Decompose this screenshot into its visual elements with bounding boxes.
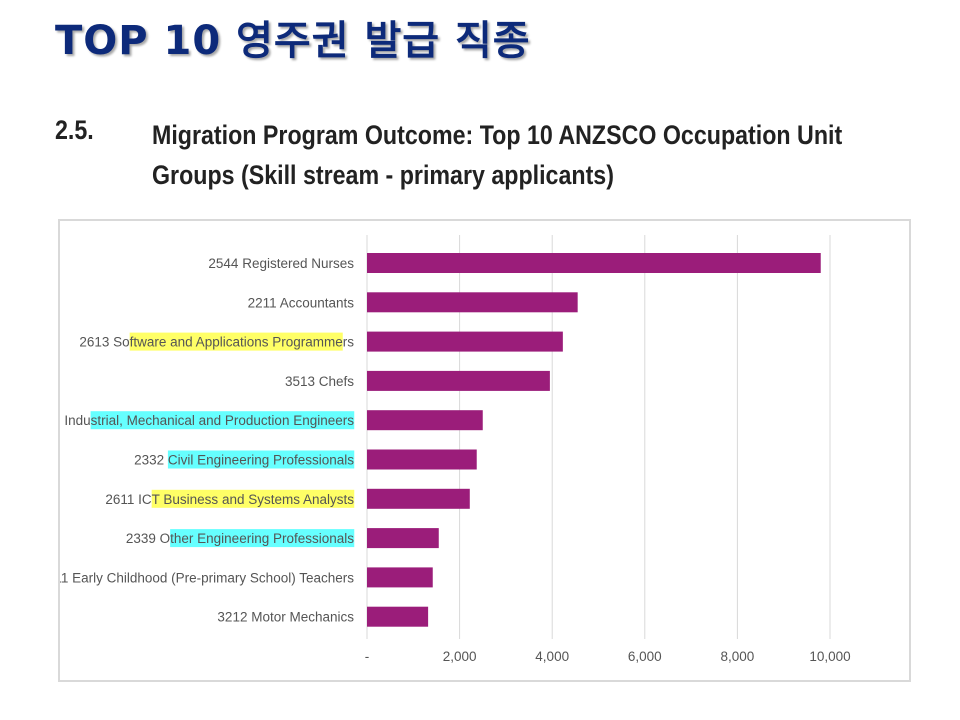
- category-label: 2332 Civil Engineering Professionals: [134, 453, 354, 468]
- category-label-part: 2335 Indu: [60, 413, 91, 428]
- category-label: 2335 Industrial, Mechanical and Producti…: [60, 413, 354, 428]
- label-highlight: [167, 450, 355, 469]
- category-label-highlighted: strial, Mechanical and Production Engine…: [91, 413, 355, 428]
- category-label: 2613 Software and Applications Programme…: [79, 335, 354, 350]
- category-label-highlighted: ftware and Applications Programme: [130, 335, 343, 350]
- category-label-part: 2613 So: [79, 335, 129, 350]
- label-highlight: [90, 411, 355, 430]
- bar: [367, 253, 821, 273]
- category-label-part: 2339 O: [126, 531, 170, 546]
- bar: [367, 567, 433, 588]
- category-label: 3212 Motor Mechanics: [217, 610, 354, 625]
- category-label-part: 2211 Accountants: [248, 295, 355, 310]
- category-label: 2611 ICT Business and Systems Analysts: [105, 492, 354, 507]
- category-label-highlighted: Civil Engineering Professionals: [168, 453, 354, 468]
- section-title: Migration Program Outcome: Top 10 ANZSCO…: [152, 115, 866, 195]
- label-highlight: [129, 332, 343, 351]
- category-label-part: 3212 Motor Mechanics: [217, 610, 354, 625]
- bar: [367, 331, 563, 352]
- category-label-highlighted: T Business and Systems Analysts: [152, 492, 355, 507]
- bar: [367, 410, 483, 431]
- x-tick-label: 10,000: [809, 649, 850, 664]
- category-label: 3513 Chefs: [285, 374, 354, 389]
- category-label-part: 2332: [134, 453, 168, 468]
- bar: [367, 488, 470, 509]
- category-label: 2211 Accountants: [248, 295, 355, 310]
- x-tick-label: 4,000: [535, 649, 569, 664]
- label-highlight: [170, 529, 355, 548]
- bar: [367, 292, 578, 313]
- x-tick-label: -: [365, 649, 370, 664]
- x-tick-label: 8,000: [721, 649, 755, 664]
- bar: [367, 606, 429, 627]
- x-tick-label: 6,000: [628, 649, 662, 664]
- bar: [367, 449, 477, 470]
- x-tick-label: 2,000: [443, 649, 477, 664]
- category-label-part: 2411 Early Childhood (Pre-primary School…: [60, 570, 354, 585]
- category-label-highlighted: ther Engineering Professionals: [170, 531, 354, 546]
- chart-frame: - 2,000 4,000 6,000 8,000 10,000 2544 Register…: [58, 219, 911, 682]
- category-label-part: 3513 Chefs: [285, 374, 354, 389]
- category-label-part: rs: [343, 335, 354, 350]
- section-title-line-2: Groups (Skill stream - primary applicant…: [152, 160, 614, 190]
- slide-title: TOP 10 영주권 발급 직종: [55, 18, 531, 64]
- bar: [367, 528, 439, 549]
- bar-chart: - 2,000 4,000 6,000 8,000 10,000 2544 Register…: [60, 235, 851, 664]
- category-label-part: 2544 Registered Nurses: [208, 256, 354, 271]
- category-label-part: 2611 IC: [105, 492, 152, 507]
- label-highlight: [151, 489, 355, 508]
- category-label: 2411 Early Childhood (Pre-primary School…: [60, 570, 354, 585]
- bar: [367, 370, 550, 391]
- category-label: 2544 Registered Nurses: [208, 256, 354, 271]
- category-label: 2339 Other Engineering Professionals: [126, 531, 354, 546]
- section-number: 2.5.: [55, 115, 94, 145]
- section-title-line-1: Migration Program Outcome: Top 10 ANZSCO…: [152, 120, 843, 150]
